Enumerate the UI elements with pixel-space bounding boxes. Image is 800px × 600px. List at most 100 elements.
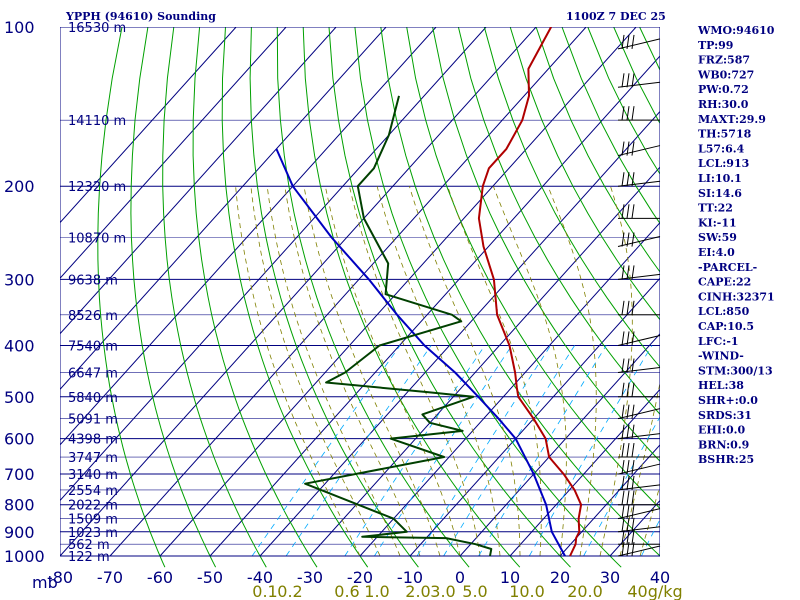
wind-barb [617,459,661,475]
wind-barb [617,517,661,533]
chart-time: 1100Z 7 DEC 25 [566,10,666,23]
dry-adiabat-line [97,27,166,568]
height-label: 10870 m [68,232,126,247]
chart-title: YPPH (94610) Sounding [65,10,216,23]
index-item: -PARCEL- [698,261,757,274]
wind-barb [617,34,661,50]
moist-adiabat-line [619,380,660,557]
temperature-tick-label: -70 [97,568,123,587]
index-item: LI:10.1 [698,172,742,185]
height-label: 16530 m [68,21,126,36]
height-label: 1023 m [68,526,118,541]
isotherm-line [509,388,660,557]
index-item: SRDS:31 [698,409,752,422]
temperature-tick-label: 10 [500,568,520,587]
temperature-tick-label: -80 [47,568,73,587]
moist-adiabat-line [284,186,421,557]
pressure-tick-label: 100 [4,18,35,37]
isotherm-line [60,27,237,224]
dry-adiabat-line [276,27,470,568]
pressure-unit-label: mb [32,573,58,592]
mixing-ratio-label: 0.6 [334,582,359,600]
dewpoint-trace [304,95,493,557]
height-label: 12320 m [68,180,126,195]
isotherm-line [209,55,660,557]
wind-barb [618,530,660,545]
parcel-trace [275,148,566,557]
index-item: BRN:0.9 [698,438,749,451]
grid-lines [60,27,800,568]
index-item: BSHR:25 [698,453,754,466]
height-label: 3747 m [68,451,118,466]
index-item: TT:22 [698,202,733,215]
index-item: HEL:38 [698,379,744,392]
isotherm-line [109,27,587,557]
height-label: 2022 m [68,499,118,514]
pressure-tick-label: 600 [4,430,35,449]
isotherm-line [60,27,287,279]
mixing-ratio-label: 2.0 [405,582,430,600]
wind-barb [617,331,661,346]
pressure-tick-label: 200 [4,177,35,196]
height-label: 3140 m [68,468,118,483]
index-item: CAPE:22 [698,276,751,289]
moist-adiabat-line [409,186,521,556]
dry-adiabat-line [795,27,800,567]
moist-adiabat-line [376,186,501,557]
height-label: 2554 m [68,484,118,499]
height-label: 8526 m [68,309,118,324]
index-item: FRZ:587 [698,54,750,67]
height-label: 4398 m [68,433,118,448]
index-item: WB0:727 [697,68,754,81]
height-label: 122 m [68,550,110,565]
temperature-tick-label: -20 [347,568,373,587]
index-item: WMO:94610 [697,24,775,37]
dry-adiabat-line [509,27,660,321]
mixing-ratio-label: 10.0 [509,582,545,600]
wind-barb [617,232,661,248]
isotherm-line [359,221,660,557]
pressure-tick-label: 800 [4,496,35,515]
index-item: RH:30.0 [698,98,749,111]
height-label: 1509 m [68,513,118,528]
temperature-tick-label: 30 [600,568,620,587]
isotherm-line [459,333,660,557]
wind-barb [617,265,661,280]
index-item: EI:4.0 [698,246,735,259]
dry-adiabat-line [354,27,622,568]
dry-adiabat-line [162,27,267,568]
wind-barb [618,490,660,506]
index-item: TP:99 [698,39,733,52]
moist-adiabat-line [447,186,542,557]
index-item: SHR+:0.0 [698,394,758,407]
temperature-trace [477,27,583,557]
moist-adiabat-line [324,186,461,557]
moist-adiabat-line [250,186,381,557]
temperature-tick-label: -10 [397,568,423,587]
wind-barb [617,504,661,520]
wind-barb [618,300,660,316]
height-label: 6647 m [68,367,118,382]
height-label: 9638 m [68,273,118,288]
dry-adiabat-line [432,27,660,462]
pressure-tick-label: 500 [4,388,35,407]
plot-border [60,27,660,557]
index-item: LFC:-1 [698,335,739,348]
mixing-ratio-line [478,345,607,557]
mixing-ratio-line [251,345,401,557]
wind-barb [617,172,661,187]
isotherm-line [259,110,660,557]
wind-barb [618,382,660,398]
wind-barb [617,141,661,157]
dry-adiabat-line [221,27,369,568]
dry-adiabat-line [130,27,217,568]
index-item: CINH:32371 [698,290,775,303]
wind-barb [618,204,660,219]
pressure-tick-label: 1000 [4,547,45,566]
mixing-ratio-label: 5.0 [462,582,487,600]
index-item: MAXT:29.9 [698,113,766,126]
isotherm-line [60,27,437,446]
